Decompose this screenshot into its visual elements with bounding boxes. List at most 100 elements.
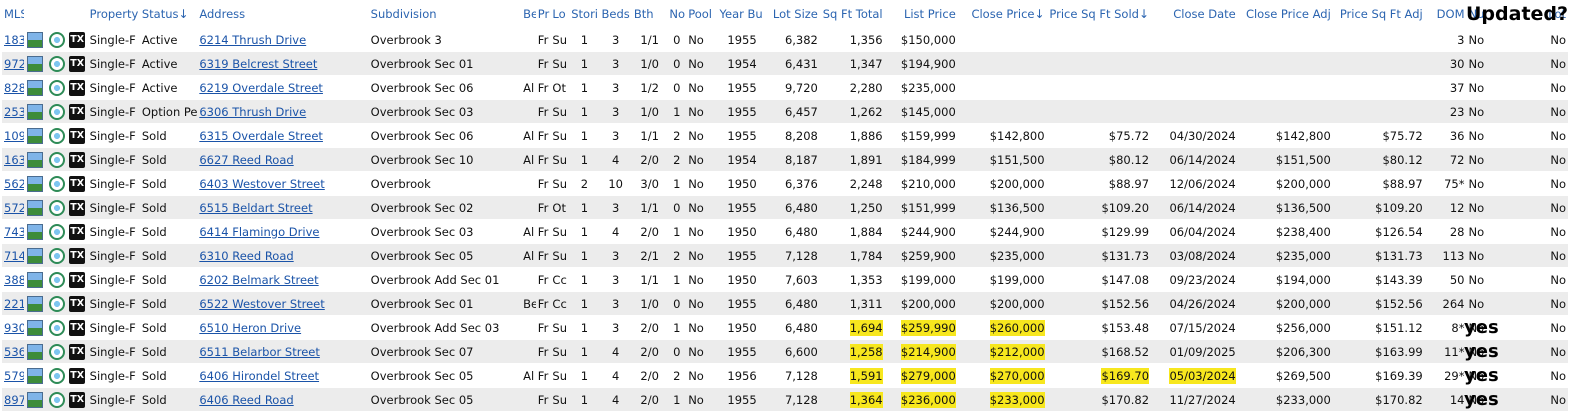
col-stories[interactable]: Stori	[569, 0, 600, 28]
col-bth[interactable]: Bth	[631, 0, 668, 28]
photo-icon[interactable]	[27, 175, 44, 192]
tx-icon[interactable]: TX	[69, 271, 86, 288]
photo-icon[interactable]	[27, 79, 44, 96]
table-row[interactable]: 163 TX Single-F Sold 6627 Reed Road Overbrook…	[2, 147, 1568, 172]
cog-icon[interactable]	[48, 175, 65, 192]
address-link[interactable]: 6511 Belarbor Street	[199, 344, 320, 359]
mls-link[interactable]: 579	[4, 368, 24, 383]
photo-icon[interactable]	[27, 103, 44, 120]
mls-link[interactable]: 972	[4, 56, 24, 71]
address-link[interactable]: 6522 Westover Street	[199, 296, 325, 311]
tx-icon[interactable]: TX	[69, 319, 86, 336]
mls-link[interactable]: 562	[4, 176, 24, 191]
mls-link[interactable]: 109	[4, 128, 24, 143]
address-link[interactable]: 6403 Westover Street	[199, 176, 325, 191]
table-row[interactable]: 743 TX Single-F Sold 6414 Flamingo Drive Over…	[2, 219, 1568, 244]
photo-icon[interactable]	[27, 367, 44, 384]
photo-icon[interactable]	[27, 391, 44, 408]
tx-icon[interactable]: TX	[69, 31, 86, 48]
table-row[interactable]: 572 TX Single-F Sold 6515 Beldart Street Over…	[2, 195, 1568, 220]
mls-link[interactable]: 183	[4, 32, 24, 47]
mls-link[interactable]: 572	[4, 200, 24, 215]
address-link[interactable]: 6515 Beldart Street	[199, 200, 313, 215]
cog-icon[interactable]	[48, 247, 65, 264]
tx-icon[interactable]: TX	[69, 151, 86, 168]
photo-icon[interactable]	[27, 271, 44, 288]
col-pool[interactable]: Pool	[686, 0, 718, 28]
mls-link[interactable]: 930	[4, 320, 24, 335]
address-link[interactable]: 6414 Flamingo Drive	[199, 224, 320, 239]
cog-icon[interactable]	[48, 151, 65, 168]
col-list-price[interactable]: List Price	[884, 0, 958, 28]
cog-icon[interactable]	[48, 391, 65, 408]
cog-icon[interactable]	[48, 295, 65, 312]
cog-icon[interactable]	[48, 103, 65, 120]
tx-icon[interactable]: TX	[69, 175, 86, 192]
photo-icon[interactable]	[27, 295, 44, 312]
photo-icon[interactable]	[27, 343, 44, 360]
tx-icon[interactable]: TX	[69, 295, 86, 312]
col-lot[interactable]: Lot	[1510, 0, 1568, 28]
table-row[interactable]: 714 TX Single-F Sold 6310 Reed Road Overbrook…	[2, 243, 1568, 268]
tx-icon[interactable]: TX	[69, 343, 86, 360]
cog-icon[interactable]	[48, 79, 65, 96]
address-link[interactable]: 6214 Thrush Drive	[199, 32, 307, 47]
photo-icon[interactable]	[27, 55, 44, 72]
cog-icon[interactable]	[48, 223, 65, 240]
address-link[interactable]: 6306 Thrush Drive	[199, 104, 307, 119]
tx-icon[interactable]: TX	[69, 199, 86, 216]
col-dom[interactable]: DOM	[1424, 0, 1467, 28]
tx-icon[interactable]: TX	[69, 103, 86, 120]
cog-icon[interactable]	[48, 343, 65, 360]
address-link[interactable]: 6510 Heron Drive	[199, 320, 302, 335]
table-row[interactable]: 828 TX Single-F Active 6219 Overdale Street O…	[2, 75, 1568, 100]
address-link[interactable]: 6202 Belmark Street	[199, 272, 319, 287]
tx-icon[interactable]: TX	[69, 55, 86, 72]
tx-icon[interactable]: TX	[69, 391, 86, 408]
photo-icon[interactable]	[27, 247, 44, 264]
address-link[interactable]: 6219 Overdale Street	[199, 80, 323, 95]
address-link[interactable]: 6319 Belcrest Street	[199, 56, 318, 71]
cog-icon[interactable]	[48, 199, 65, 216]
photo-icon[interactable]	[27, 127, 44, 144]
address-link[interactable]: 6310 Reed Road	[199, 248, 294, 263]
mls-link[interactable]: 714	[4, 248, 24, 263]
mls-link[interactable]: 221	[4, 296, 24, 311]
cog-icon[interactable]	[48, 319, 65, 336]
cog-icon[interactable]	[48, 31, 65, 48]
photo-icon[interactable]	[27, 151, 44, 168]
col-address[interactable]: Address	[197, 0, 369, 28]
photo-icon[interactable]	[27, 223, 44, 240]
col-property[interactable]: Property	[87, 0, 140, 28]
table-row[interactable]: 109 TX Single-F Sold 6315 Overdale Street Ove…	[2, 123, 1568, 148]
col-close-price-adj[interactable]: Close Price Adj	[1237, 0, 1333, 28]
mls-link[interactable]: 163	[4, 152, 24, 167]
photo-icon[interactable]	[27, 31, 44, 48]
table-row[interactable]: 388 TX Single-F Sold 6202 Belmark Street Over…	[2, 267, 1568, 292]
tx-icon[interactable]: TX	[69, 127, 86, 144]
col-status[interactable]: Status↓	[139, 0, 198, 28]
mls-link[interactable]: 388	[4, 272, 24, 287]
cog-icon[interactable]	[48, 367, 65, 384]
table-row[interactable]: 253 TX Single-F Option Pe 6306 Thrush Drive O…	[2, 99, 1568, 124]
mls-link[interactable]: 253	[4, 104, 24, 119]
photo-icon[interactable]	[27, 319, 44, 336]
mls-link[interactable]: 743	[4, 224, 24, 239]
col-price-sqft-sold[interactable]: Price Sq Ft Sold↓	[1046, 0, 1152, 28]
address-link[interactable]: 6315 Overdale Street	[199, 128, 323, 143]
photo-icon[interactable]	[27, 199, 44, 216]
cog-icon[interactable]	[48, 55, 65, 72]
tx-icon[interactable]: TX	[69, 247, 86, 264]
col-pr[interactable]: Pr	[535, 0, 551, 28]
tx-icon[interactable]: TX	[69, 367, 86, 384]
cog-icon[interactable]	[48, 271, 65, 288]
mls-link[interactable]: 897	[4, 392, 24, 407]
table-row[interactable]: 562 TX Single-F Sold 6403 Westover Street Ove…	[2, 171, 1568, 196]
table-row[interactable]: 897 TX Single-F Sold 6406 Reed Road Overbrook…	[2, 387, 1568, 412]
mls-link[interactable]: 536	[4, 344, 24, 359]
table-row[interactable]: 221 TX Single-F Sold 6522 Westover Street Ove…	[2, 291, 1568, 316]
address-link[interactable]: 6406 Reed Road	[199, 392, 294, 407]
col-price-sqft-adj[interactable]: Price Sq Ft Adj	[1332, 0, 1425, 28]
col-year-built[interactable]: Year Bu	[717, 0, 767, 28]
col-lot-size[interactable]: Lot Size	[766, 0, 820, 28]
